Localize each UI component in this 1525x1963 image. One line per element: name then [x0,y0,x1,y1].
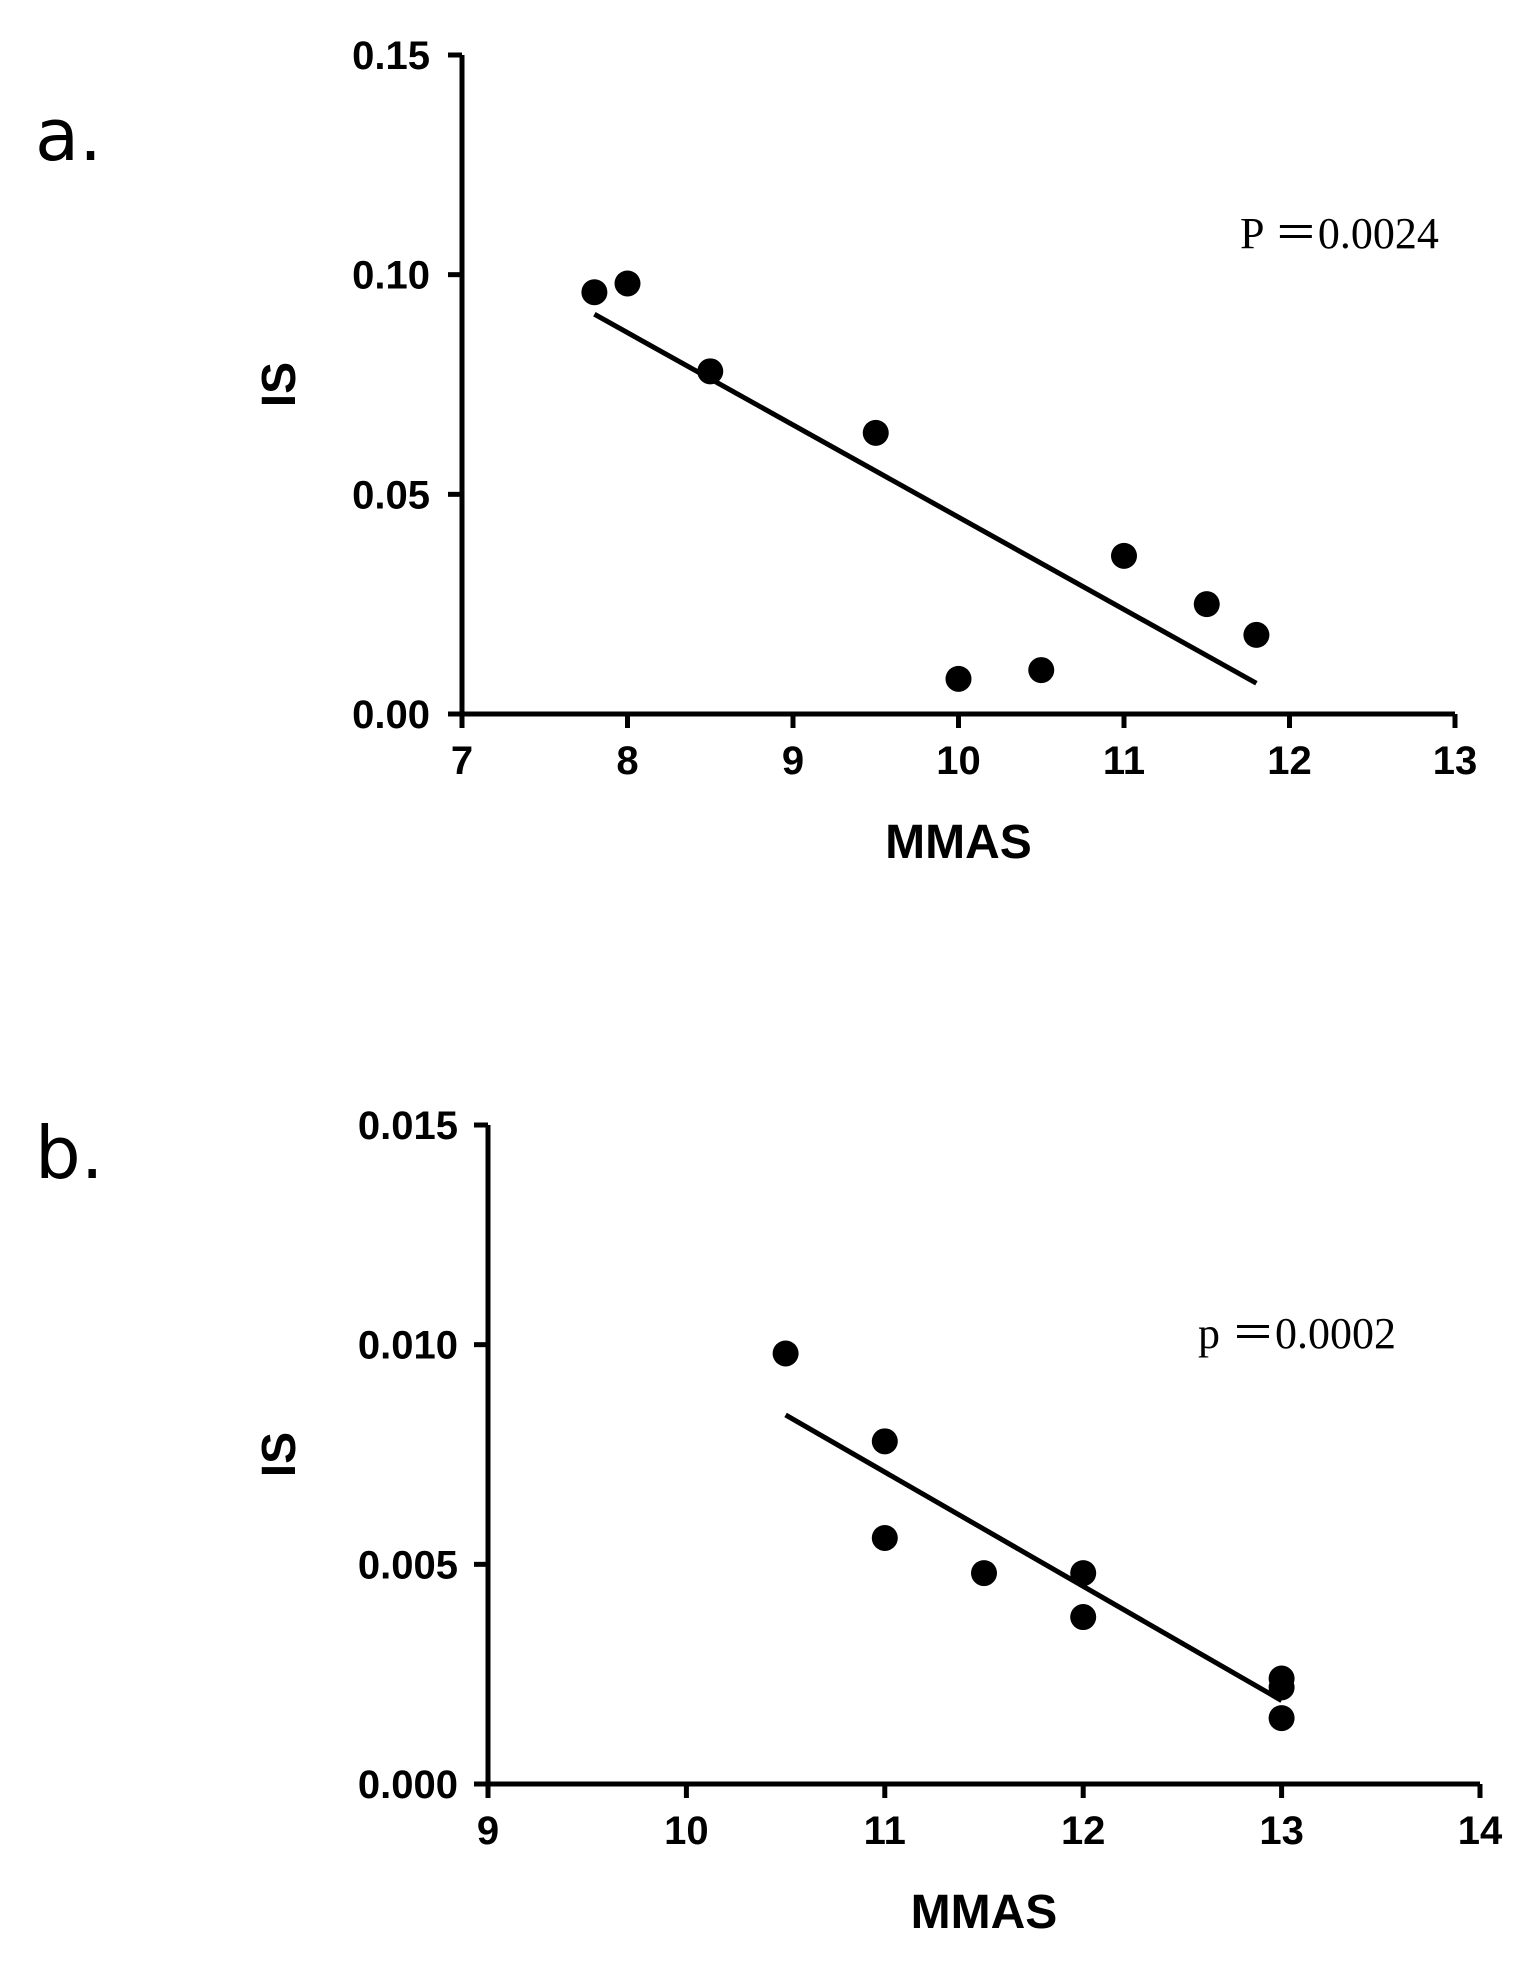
data-point [697,358,724,385]
p-value-annotation: P ＝0.0024 [1240,209,1439,258]
data-point [1070,1560,1097,1587]
y-axis-title: IS [253,1432,306,1477]
data-point [1268,1674,1295,1701]
data-point [1268,1705,1295,1732]
panel-a: a. 7 8 9 10 11 12 13 0.00 0.05 0.10 0.15 MMAS IS P ＝0.… [35,34,1477,869]
x-tick-label: 10 [664,1809,709,1853]
x-tick-label: 7 [451,739,473,783]
data-point [945,665,972,692]
y-tick-label: 0.10 [352,254,430,298]
data-point [1111,542,1137,569]
x-tick-label: 8 [616,739,638,783]
data-point [1028,657,1055,684]
x-tick-label: 11 [864,1809,906,1853]
panel-label: a. [35,93,102,177]
x-tick-label: 14 [1458,1809,1503,1853]
x-axis-title: MMAS [885,816,1032,869]
y-tick-label: 0.00 [352,693,430,737]
x-tick-label: 9 [782,739,804,783]
x-tick-label: 13 [1259,1809,1304,1853]
x-tick-label: 12 [1267,739,1312,783]
data-point [614,270,641,297]
data-point [871,1524,898,1551]
y-tick-label: 0.010 [358,1324,458,1368]
x-tick-label: 13 [1433,739,1478,783]
x-tick-label: 11 [1103,739,1145,783]
x-tick-label: 10 [936,739,981,783]
x-axis-title: MMAS [911,1886,1058,1939]
y-tick-label: 0.15 [352,34,430,78]
p-value-annotation: p ＝0.0002 [1198,1309,1396,1358]
y-tick-label: 0.000 [358,1763,458,1807]
data-point [871,1428,898,1455]
data-point [862,419,889,446]
data-point [1193,591,1220,618]
data-point [772,1340,799,1367]
panel-b: b. 9 10 11 12 13 14 0.000 0.005 0.010 0.015 MMAS IS p… [35,1104,1503,1939]
y-tick-label: 0.05 [352,473,430,517]
y-tick-label: 0.015 [358,1104,458,1148]
x-tick-label: 9 [477,1809,499,1853]
data-point [1243,621,1270,648]
data-point [971,1560,997,1587]
regression-line [593,312,1258,686]
data-point [581,279,608,306]
y-tick-label: 0.005 [358,1543,458,1587]
regression-line [784,1412,1283,1703]
data-point [1070,1604,1097,1631]
x-tick-label: 12 [1061,1809,1106,1853]
panel-label: b. [35,1111,104,1195]
y-axis-title: IS [253,362,306,407]
